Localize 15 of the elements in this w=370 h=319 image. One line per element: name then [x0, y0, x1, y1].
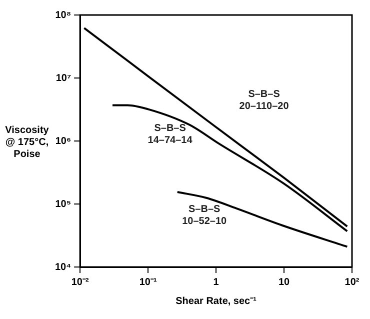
y-axis-title: Viscosity @ 175°C, Poise — [4, 125, 50, 161]
x-tick-label: 10² — [344, 276, 360, 288]
y-tick-label: 10⁸ — [55, 10, 72, 21]
x-axis-title: Shear Rate, sec⁻¹ — [176, 296, 258, 307]
x-tick-label: 10⁻¹ — [139, 276, 158, 288]
y-tick-label: 10⁵ — [55, 198, 72, 210]
x-tick-label: 10 — [278, 276, 290, 288]
series-label: S–B–S 10–52–10 — [182, 204, 228, 227]
text: S–B–S 20–110–20 — [239, 89, 290, 112]
y-tick-label: 10⁴ — [54, 262, 72, 273]
y-tick-label: 10⁷ — [56, 72, 72, 84]
x-tick-label: 1 — [213, 276, 220, 288]
series-label: S–B–S 14–74–14 — [148, 123, 193, 146]
x-tick-label: 10⁻² — [71, 276, 90, 288]
y-tick-label: 10⁶ — [55, 136, 72, 147]
